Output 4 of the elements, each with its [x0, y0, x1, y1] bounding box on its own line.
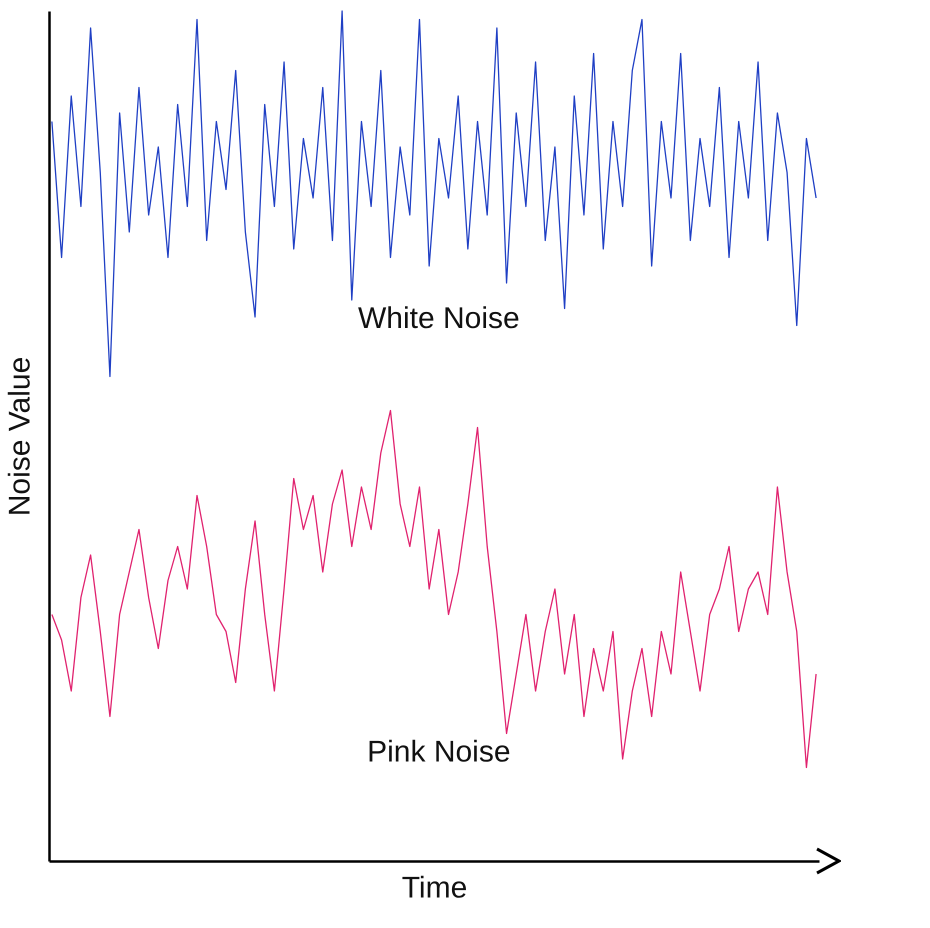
series-label: White Noise — [358, 302, 520, 335]
y-axis-title: Noise Value — [4, 356, 36, 516]
series-label: Pink Noise — [367, 736, 511, 768]
x-axis-title: Time — [402, 872, 468, 904]
